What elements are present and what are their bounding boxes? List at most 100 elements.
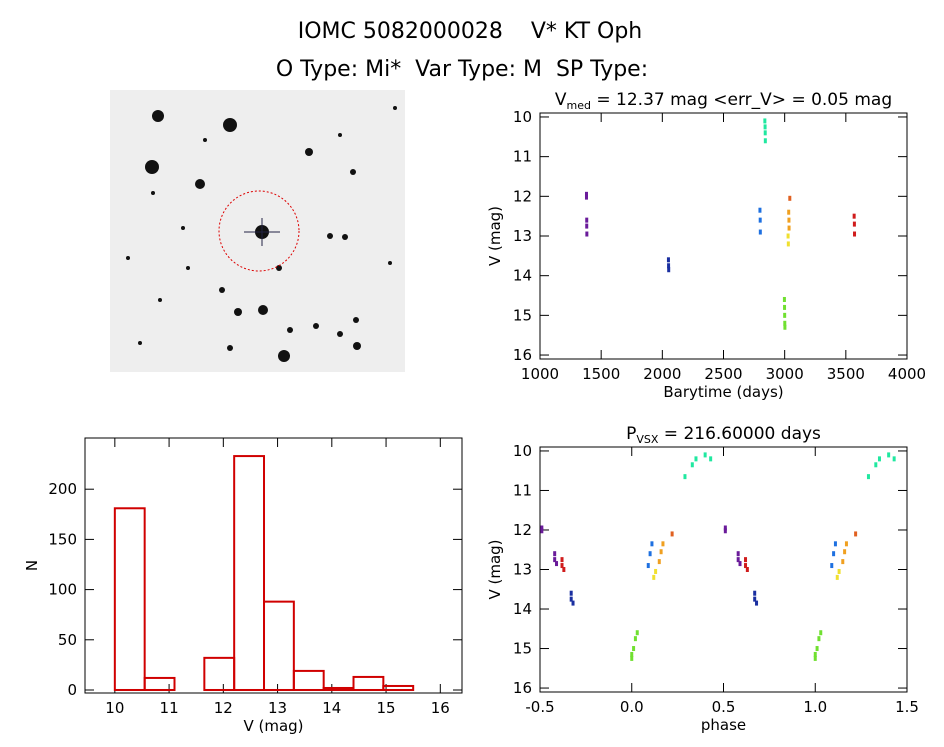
data-point xyxy=(585,223,589,229)
data-point xyxy=(650,541,654,547)
histogram-bar xyxy=(352,675,385,691)
x-tick-label: 10 xyxy=(105,699,124,717)
y-tick-label: 13 xyxy=(513,561,532,579)
x-tick-label: 1.0 xyxy=(803,698,827,716)
data-point xyxy=(786,233,790,239)
data-point xyxy=(667,263,671,269)
x-axis-label: phase xyxy=(701,716,746,734)
y-tick-label: 10 xyxy=(513,108,532,126)
data-point xyxy=(736,551,740,557)
data-point xyxy=(633,636,637,642)
data-point xyxy=(744,557,748,563)
x-tick-label: 2000 xyxy=(643,365,681,383)
data-point xyxy=(877,456,881,462)
data-point xyxy=(562,567,566,572)
x-tick-label: 15 xyxy=(377,699,396,717)
data-point xyxy=(843,549,847,555)
plot-frame xyxy=(539,112,908,360)
y-axis-label: V (mag) xyxy=(486,206,504,266)
histogram-bar xyxy=(233,455,266,691)
data-point xyxy=(560,557,564,563)
data-point xyxy=(783,304,787,310)
y-tick-label: 14 xyxy=(513,600,532,618)
data-point xyxy=(786,241,790,247)
data-point xyxy=(553,557,557,563)
data-point xyxy=(652,574,656,580)
data-point xyxy=(758,207,762,213)
data-point xyxy=(753,590,757,596)
data-point xyxy=(694,456,698,462)
data-point xyxy=(854,531,858,537)
data-point xyxy=(753,596,757,602)
histogram-bar xyxy=(263,600,295,691)
x-tick-label: 1500 xyxy=(582,365,620,383)
y-tick-label: 15 xyxy=(513,306,532,324)
data-point xyxy=(837,568,841,574)
data-point xyxy=(659,549,663,555)
data-point xyxy=(866,474,870,480)
title-rest: = 12.37 mag <err_V> = 0.05 mag xyxy=(591,90,892,110)
data-point xyxy=(553,551,557,557)
data-point xyxy=(788,195,792,201)
x-axis-label: Barytime (days) xyxy=(663,383,783,401)
data-point xyxy=(709,456,713,462)
title-sub: VSX xyxy=(636,433,659,446)
data-point xyxy=(571,600,575,606)
data-point xyxy=(813,655,817,661)
data-point xyxy=(654,568,658,574)
data-point xyxy=(841,559,845,565)
data-point xyxy=(648,551,652,557)
y-axis-label: N xyxy=(23,560,41,571)
data-point xyxy=(744,563,748,569)
data-point xyxy=(844,541,848,547)
x-tick-label: 16 xyxy=(431,699,450,717)
histogram-bar xyxy=(203,656,236,691)
data-point xyxy=(874,462,878,468)
data-point xyxy=(632,646,636,652)
data-point xyxy=(569,596,573,602)
data-point xyxy=(758,229,762,235)
data-point xyxy=(852,213,856,219)
data-point xyxy=(787,217,791,223)
y-tick-label: 14 xyxy=(513,267,532,285)
data-point xyxy=(745,567,749,572)
stars xyxy=(126,106,397,362)
data-point xyxy=(723,528,727,534)
data-point xyxy=(853,231,857,237)
histogram-bar xyxy=(113,507,146,691)
data-point xyxy=(892,456,896,462)
x-tick-label: 2500 xyxy=(704,365,742,383)
y-tick-label: 10 xyxy=(513,442,532,460)
data-point xyxy=(815,646,819,652)
data-point xyxy=(646,563,650,569)
target-circle xyxy=(218,190,300,272)
data-point xyxy=(667,267,671,273)
x-tick-label: 1.5 xyxy=(895,698,919,716)
x-tick-label: 3500 xyxy=(827,365,865,383)
data-point xyxy=(783,312,787,318)
y-tick-label: 11 xyxy=(513,148,532,166)
data-point xyxy=(763,118,767,124)
data-point xyxy=(755,600,759,606)
y-tick-label: 16 xyxy=(513,346,532,364)
data-point xyxy=(763,124,767,130)
data-point xyxy=(835,574,839,580)
y-tick-label: 100 xyxy=(48,581,77,599)
y-tick-label: 15 xyxy=(513,640,532,658)
data-point xyxy=(630,651,634,657)
data-point xyxy=(657,559,661,565)
x-tick-label: 3000 xyxy=(766,365,804,383)
title-rest: = 216.60000 days xyxy=(658,424,821,444)
data-point xyxy=(555,561,559,567)
x-tick-label: 0.0 xyxy=(620,698,644,716)
data-point xyxy=(887,452,891,458)
histogram-bar xyxy=(322,686,355,691)
y-tick-label: 12 xyxy=(513,187,532,205)
data-point xyxy=(569,590,573,596)
x-tick-label: 12 xyxy=(214,699,233,717)
data-point xyxy=(763,130,767,136)
data-point xyxy=(670,531,674,537)
star-image xyxy=(110,90,405,372)
data-point xyxy=(787,225,791,231)
